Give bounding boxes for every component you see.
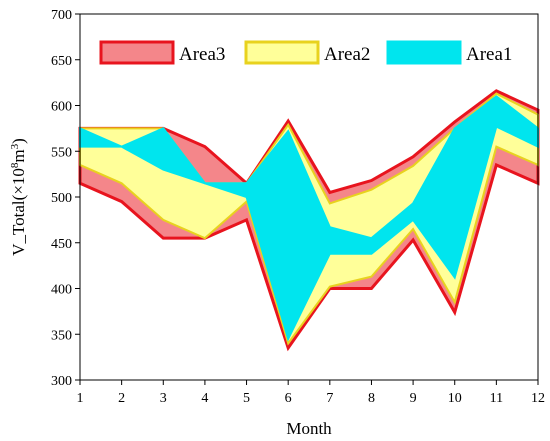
- y-tick-label: 550: [51, 145, 72, 160]
- y-axis-title-mid: m: [9, 149, 28, 162]
- y-tick-label: 450: [51, 237, 72, 252]
- y-axis-ticks: 300 350 400 450 500 550 600 650 700: [51, 8, 80, 389]
- x-tick-label: 11: [490, 391, 503, 406]
- y-tick-label: 350: [51, 328, 72, 343]
- x-tick-label: 4: [201, 391, 208, 406]
- y-tick-label: 400: [51, 283, 72, 298]
- y-tick-label: 600: [51, 100, 72, 115]
- y-axis-title: V_Total(×108m3): [9, 138, 28, 256]
- x-tick-label: 8: [368, 391, 375, 406]
- legend-swatch-area1: [386, 40, 462, 65]
- y-axis-title-end: ): [9, 138, 28, 144]
- x-tick-label: 7: [326, 391, 333, 406]
- x-tick-label: 3: [160, 391, 167, 406]
- y-tick-label: 500: [51, 191, 72, 206]
- x-tick-label: 5: [243, 391, 250, 406]
- legend-swatch-area3: [99, 40, 175, 65]
- x-tick-label: 10: [448, 391, 462, 406]
- y-axis-title-sup2: 3: [9, 143, 21, 149]
- y-axis-title-sup1: 8: [9, 162, 21, 168]
- y-tick-label: 700: [51, 8, 72, 23]
- legend-label-area1: Area1: [466, 44, 512, 65]
- x-axis-title: Month: [286, 419, 332, 438]
- y-tick-label: 650: [51, 54, 72, 69]
- x-tick-label: 1: [77, 391, 84, 406]
- y-tick-label: 300: [51, 374, 72, 389]
- x-axis-ticks: 1 2 3 4 5 6 7 8 9 10 11 12: [77, 380, 545, 406]
- x-tick-label: 6: [285, 391, 292, 406]
- x-tick-label: 12: [531, 391, 545, 406]
- x-tick-label: 2: [118, 391, 125, 406]
- legend-swatch-area2: [244, 40, 320, 65]
- y-axis-title-main: V_Total(×10: [9, 168, 28, 256]
- legend: Area3 Area2 Area1: [99, 40, 512, 65]
- legend-label-area2: Area2: [324, 44, 370, 65]
- area-series-group: [78, 89, 540, 352]
- x-tick-label: 9: [410, 391, 417, 406]
- legend-label-area3: Area3: [179, 44, 225, 65]
